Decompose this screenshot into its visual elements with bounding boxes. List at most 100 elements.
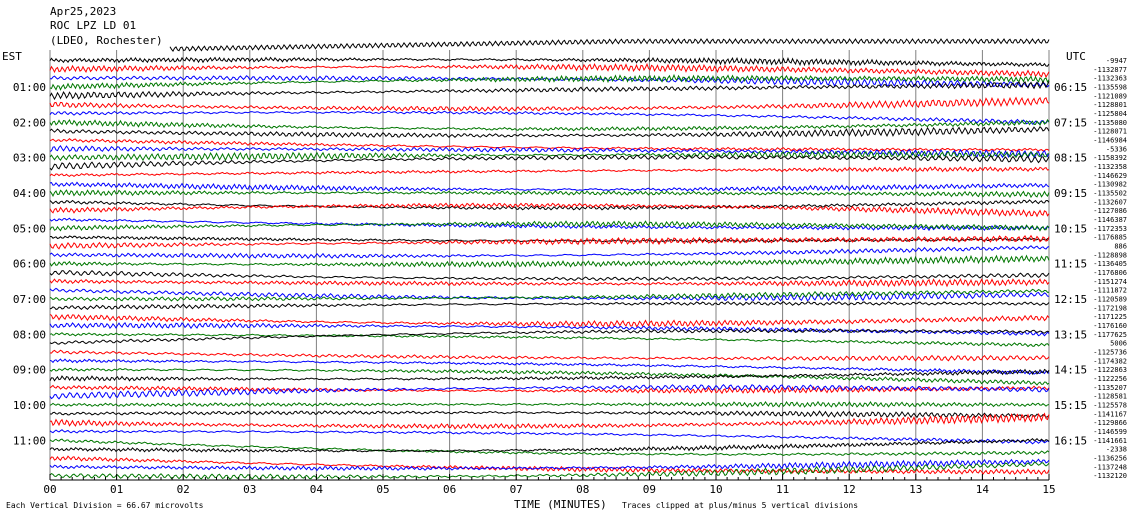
- trace-line: [49, 199, 1050, 211]
- trace-offset-label: -1146629: [1093, 172, 1127, 180]
- trace-offset-label: -1141661: [1093, 437, 1127, 445]
- utc-hour-label: 09:15: [1054, 187, 1087, 200]
- x-tick-label: 06: [443, 483, 456, 496]
- trace-offset-label: -1135598: [1093, 83, 1127, 91]
- trace-offset-label: -1125578: [1093, 401, 1127, 409]
- x-tick-label: 09: [643, 483, 656, 496]
- utc-hour-label: 10:15: [1054, 222, 1087, 235]
- utc-hour-label: 12:15: [1054, 293, 1087, 306]
- trace-offset-label: -1171225: [1093, 313, 1127, 321]
- trace-line: [49, 254, 1050, 269]
- trace-line: [49, 245, 1050, 260]
- trace-line: [49, 412, 1050, 430]
- x-tick-label: 04: [310, 483, 324, 496]
- trace-offset-label: -1132358: [1093, 163, 1127, 171]
- x-axis-ticks: 00 01 02 03 04 05 06 07 08 09 10 11 12 13 14 15: [43, 474, 1056, 496]
- trace-line: [49, 62, 1050, 79]
- trace-offset-label: -1125736: [1093, 348, 1127, 356]
- trace-offset-label: 5006: [1110, 340, 1127, 348]
- header-date: Apr25,2023: [50, 5, 116, 18]
- utc-hour-label: 11:15: [1054, 258, 1087, 271]
- x-tick-label: 13: [909, 483, 922, 496]
- est-hour-label: 01:00: [13, 81, 46, 94]
- est-hour-label: 11:00: [13, 434, 46, 447]
- trace-line: [49, 328, 1050, 345]
- x-tick-label: 10: [709, 483, 722, 496]
- scale-note: Each Vertical Division = 66.67 microvolt…: [6, 501, 204, 510]
- header-network: (LDEO, Rochester): [50, 34, 163, 47]
- trace-line: [49, 383, 1050, 400]
- trace-line: [49, 400, 1050, 408]
- trace-line: [49, 220, 1050, 232]
- trace-line: [49, 358, 1050, 376]
- trace-line: [49, 384, 1050, 395]
- trace-line: [49, 288, 1050, 302]
- trace-offset-label: -1120589: [1093, 295, 1127, 303]
- trace-offset-label: -1177625: [1093, 331, 1127, 339]
- est-hour-label: 02:00: [13, 116, 46, 129]
- x-tick-label: 05: [376, 483, 389, 496]
- trace-offset-label: -1128898: [1093, 251, 1127, 259]
- trace-offset-label: -1176806: [1093, 269, 1127, 277]
- trace-line: [49, 368, 1050, 382]
- trace-offset-label: -1172353: [1093, 225, 1127, 233]
- trace-offset-label: -1130982: [1093, 181, 1127, 189]
- trace-line: [49, 96, 1050, 112]
- trace-offset-label: -1136405: [1093, 260, 1127, 268]
- trace-line: [49, 144, 1050, 159]
- trace-line: [49, 56, 1050, 68]
- est-axis-title: EST: [2, 50, 22, 63]
- x-tick-label: 14: [976, 483, 990, 496]
- est-hour-labels: 01:00 02:00 03:00 04:00 05:00 06:00 07:00 08:00…: [13, 81, 46, 447]
- trace-offset-label: -1128801: [1093, 101, 1127, 109]
- est-hour-label: 06:00: [13, 258, 46, 271]
- trace-line: [49, 332, 1050, 348]
- trace-offset-label: -1146984: [1093, 136, 1127, 144]
- trace-line: [49, 80, 1050, 101]
- trace-offset-label: -1146387: [1093, 216, 1127, 224]
- trace-offset-label: -1136256: [1093, 454, 1127, 462]
- trace-offset-label: -1132607: [1093, 198, 1127, 206]
- trace-offset-label: -1121089: [1093, 92, 1127, 100]
- trace-line: [49, 321, 1050, 337]
- trace-line: [49, 278, 1050, 288]
- est-hour-label: 03:00: [13, 152, 46, 165]
- trace-offset-label: 886: [1114, 242, 1127, 250]
- est-hour-label: 10:00: [13, 399, 46, 412]
- trace-line: [49, 166, 1050, 178]
- trace-line: [49, 138, 1050, 152]
- x-tick-label: 12: [843, 483, 856, 496]
- trace-offset-labels: -9947-1132877-1132363-1135598-1121089-11…: [1093, 57, 1127, 480]
- trace-offset-label: -1128581: [1093, 393, 1127, 401]
- trace-offset-label: -1141167: [1093, 410, 1127, 418]
- x-tick-label: 08: [576, 483, 589, 496]
- utc-hour-label: 16:15: [1054, 434, 1087, 447]
- trace-offset-label: -5336: [1106, 145, 1127, 153]
- trace-offset-label: -1146599: [1093, 428, 1127, 436]
- utc-hour-label: 14:15: [1054, 364, 1087, 377]
- trace-line: [49, 234, 1050, 250]
- x-tick-label: 11: [776, 483, 789, 496]
- trace-offset-label: -1132120: [1093, 472, 1127, 480]
- trace-offset-label: -2338: [1106, 446, 1127, 454]
- utc-hour-label: 07:15: [1054, 116, 1087, 129]
- utc-hour-label: 13:15: [1054, 328, 1087, 341]
- x-tick-label: 07: [510, 483, 523, 496]
- utc-hour-label: 15:15: [1054, 399, 1087, 412]
- trace-offset-label: -1158392: [1093, 154, 1127, 162]
- x-tick-label: 00: [43, 483, 56, 496]
- trace-line: [49, 367, 1050, 386]
- trace-line: [49, 150, 1050, 162]
- utc-hour-label: 06:15: [1054, 81, 1087, 94]
- trace-offset-label: -1174382: [1093, 357, 1127, 365]
- utc-hour-label: 08:15: [1054, 152, 1087, 165]
- trace-line: [49, 269, 1050, 282]
- trace-line: [49, 301, 1050, 310]
- utc-axis-title: UTC: [1066, 50, 1086, 63]
- trace-line: [49, 202, 1050, 218]
- x-tick-label: 15: [1042, 483, 1055, 496]
- trace-line: [49, 181, 1050, 192]
- est-hour-label: 05:00: [13, 222, 46, 235]
